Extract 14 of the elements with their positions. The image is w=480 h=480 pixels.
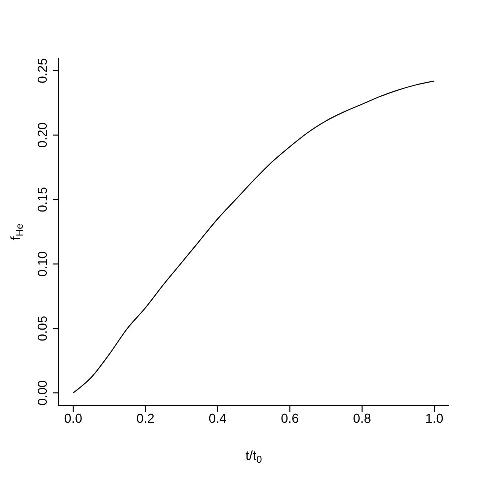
y-tick-label: 0.20 [35,122,50,148]
line-series [72,80,436,394]
y-tick-label: 0.10 [35,252,50,277]
x-tick-label: 0.2 [136,411,155,426]
x-tick-label: 0.4 [208,411,227,426]
x-tick-label: 1.0 [426,411,444,426]
y-tick-label: 0.05 [35,316,50,342]
x-tick-label: 0.0 [64,411,82,426]
y-tick-label: 0.00 [35,380,50,406]
x-tick-label: 0.6 [281,411,300,426]
x-axis-title: t/t$_{0}$ [246,448,263,466]
x-tick-label: 0.8 [353,411,372,426]
y-tick-label: 0.15 [35,187,50,212]
y-tick-label: 0.25 [35,58,50,84]
